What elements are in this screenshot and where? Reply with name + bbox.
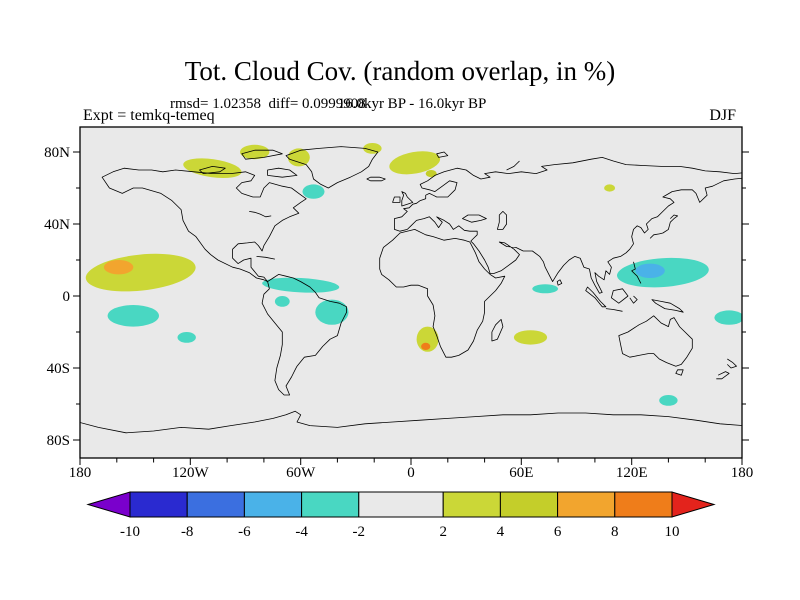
anomaly-arctic-islands-positive bbox=[240, 144, 270, 160]
y-tick-label: 40S bbox=[47, 361, 70, 377]
coastline bbox=[716, 371, 730, 380]
anomaly-norwegian-sea-positive bbox=[389, 151, 441, 175]
coastline bbox=[496, 210, 508, 230]
anomaly-n-atlantic-negative bbox=[302, 184, 325, 199]
coastline bbox=[379, 228, 506, 358]
coastline bbox=[556, 279, 563, 286]
coastline bbox=[611, 288, 629, 304]
colorbar-tick-label: -6 bbox=[238, 524, 251, 540]
coastline-layer bbox=[80, 146, 742, 434]
x-tick-label: 180 bbox=[69, 465, 92, 481]
anomaly-brazil-negative bbox=[315, 299, 349, 325]
anomaly-scandinavia-core bbox=[425, 170, 437, 178]
season-label: DJF bbox=[709, 107, 736, 124]
colorbar-tick-label: 8 bbox=[611, 524, 619, 540]
coastline bbox=[491, 318, 504, 342]
anomaly-s-indian-ocean-positive bbox=[513, 330, 548, 345]
coastline bbox=[605, 308, 623, 312]
x-tick-label: 0 bbox=[407, 465, 415, 481]
y-axis-labels: 80N 40N 0 40S 80S bbox=[44, 145, 70, 449]
colorbar-segment bbox=[358, 491, 444, 518]
colorbar-tick-label: 2 bbox=[439, 524, 447, 540]
anomaly-ne-greenland-positive bbox=[363, 143, 382, 154]
colorbar-tick-label: -10 bbox=[120, 524, 140, 540]
colorbar-segment bbox=[301, 491, 360, 518]
colorbar-tick-label: -8 bbox=[181, 524, 194, 540]
axis-ticks bbox=[73, 151, 749, 465]
coastline bbox=[649, 214, 678, 239]
y-tick-label: 40N bbox=[44, 217, 70, 233]
coastline bbox=[366, 176, 386, 182]
coastline bbox=[256, 256, 275, 260]
coastline bbox=[267, 167, 298, 178]
coastline bbox=[249, 211, 272, 218]
map-background bbox=[80, 127, 742, 458]
coastline bbox=[436, 151, 449, 158]
anomaly-siberia-positive bbox=[604, 184, 616, 192]
anomaly-layer bbox=[85, 143, 742, 406]
colorbar-segment bbox=[186, 491, 245, 518]
x-axis-labels: 180 120W 60W 0 60E 120E 180 bbox=[69, 465, 754, 481]
y-tick-label: 80N bbox=[44, 145, 70, 161]
anomaly-canadian-arctic-positive bbox=[183, 158, 242, 179]
anomaly-ne-pacific-orange-core bbox=[103, 260, 134, 275]
colorbar-arrow-right bbox=[671, 491, 716, 518]
coastline bbox=[631, 261, 642, 284]
anomaly-se-pacific-negative bbox=[177, 332, 196, 343]
coastline bbox=[261, 273, 348, 396]
anomaly-philippine-sea-blue-core bbox=[635, 263, 665, 278]
colorbar-tick-label: 10 bbox=[665, 524, 680, 540]
stats-label: rmsd= 1.02358 diff= 0.0999908 bbox=[170, 96, 366, 112]
colorbar: -10 -8 -6 -4 -2 2 4 6 8 10 bbox=[86, 491, 716, 540]
y-tick-label: 80S bbox=[47, 433, 70, 449]
colorbar-segment bbox=[499, 491, 559, 518]
anomaly-date-line-negative bbox=[714, 310, 742, 325]
coastline bbox=[285, 146, 379, 189]
colorbar-arrow-left bbox=[86, 491, 131, 518]
colorbar-segment bbox=[243, 491, 303, 518]
coastline bbox=[675, 369, 684, 376]
coastline bbox=[101, 167, 307, 283]
anomaly-peru-negative bbox=[274, 296, 290, 307]
page-title: Tot. Cloud Cov. (random overlap, in %) bbox=[184, 56, 616, 86]
colorbar-tick-label: -2 bbox=[353, 524, 366, 540]
coastline bbox=[462, 214, 487, 223]
colorbar-segment bbox=[129, 491, 188, 518]
coastline bbox=[393, 156, 742, 294]
coastline bbox=[727, 358, 737, 369]
coastline bbox=[506, 160, 520, 171]
anomaly-namibia-red-core bbox=[421, 342, 431, 350]
colorbar-tick-label: -4 bbox=[295, 524, 308, 540]
coastline bbox=[585, 286, 607, 308]
coastline bbox=[618, 315, 693, 367]
coastline bbox=[651, 299, 684, 313]
coastline bbox=[199, 165, 226, 175]
colorbar-segment bbox=[557, 491, 616, 518]
coastline bbox=[401, 191, 414, 207]
coastline bbox=[392, 196, 401, 203]
coastline bbox=[80, 410, 742, 434]
anomaly-arabian-sea-negative bbox=[532, 284, 559, 294]
x-tick-label: 120E bbox=[616, 465, 648, 481]
x-tick-label: 60E bbox=[509, 465, 533, 481]
colorbar-tick-label: 6 bbox=[554, 524, 562, 540]
y-tick-label: 0 bbox=[63, 289, 71, 305]
x-tick-label: 60W bbox=[286, 465, 316, 481]
colorbar-segment bbox=[442, 491, 501, 518]
comparison-label: 16.0kyr BP - 16.0kyr BP bbox=[337, 96, 487, 112]
anomaly-s-pacific-negative bbox=[107, 305, 159, 327]
x-tick-label: 180 bbox=[731, 465, 754, 481]
experiment-label: Expt = temkq-temeq bbox=[83, 107, 215, 124]
anomaly-southern-ocean-negative bbox=[659, 395, 678, 406]
anomaly-amazon-negative bbox=[262, 277, 340, 293]
colorbar-tick-label: 4 bbox=[497, 524, 505, 540]
colorbar-segment bbox=[614, 491, 673, 518]
coastline bbox=[629, 295, 638, 304]
x-tick-label: 120W bbox=[172, 465, 210, 481]
coastline bbox=[241, 149, 283, 160]
